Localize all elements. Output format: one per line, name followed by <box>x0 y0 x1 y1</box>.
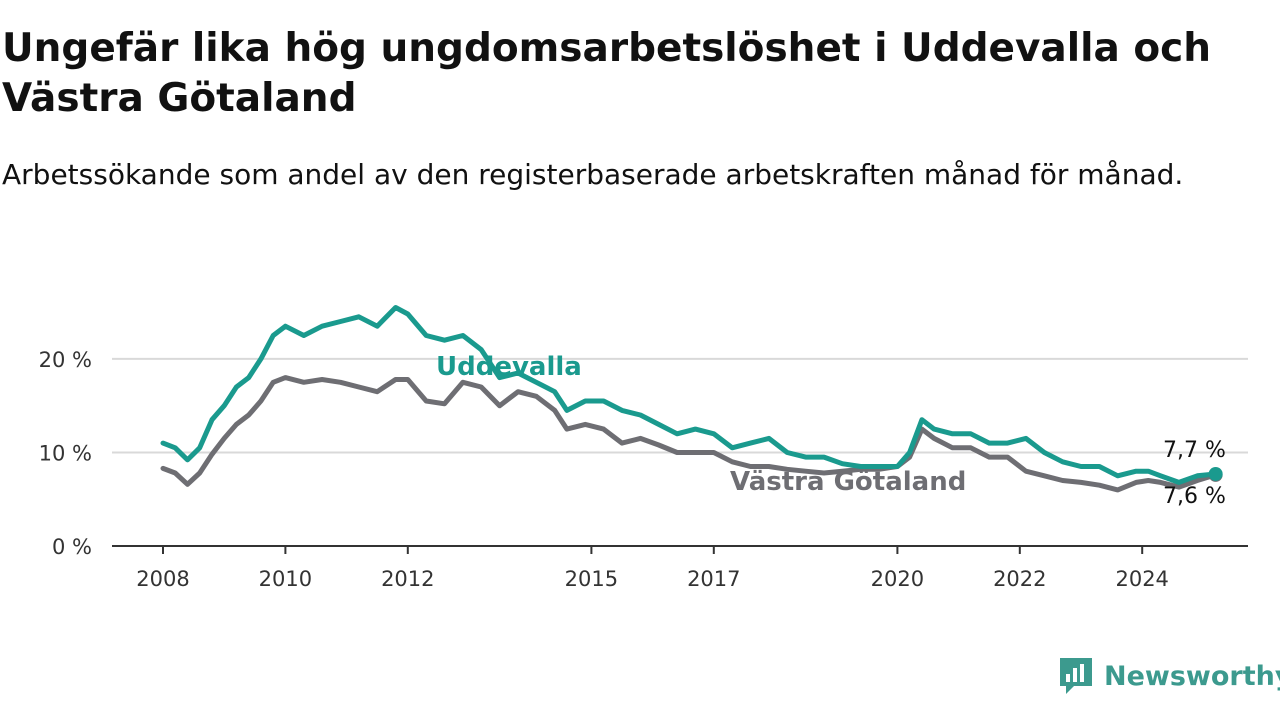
end-label-uddevalla: 7,7 % <box>1163 438 1226 463</box>
end-labels: 7,7 % 7,6 % <box>1163 438 1226 509</box>
series-lines <box>160 305 1219 493</box>
newsworthy-logo-icon <box>1060 658 1092 694</box>
x-tick-label: 2012 <box>381 567 434 591</box>
chart-title: Ungefär lika hög ungdomsarbetslöshet i U… <box>2 26 1212 121</box>
series-line-uddevalla <box>160 305 1219 485</box>
end-label-vastra-gotaland: 7,6 % <box>1163 484 1226 509</box>
x-tick-label: 2022 <box>993 567 1046 591</box>
x-tick-label: 2024 <box>1115 567 1168 591</box>
x-tick-label: 2015 <box>565 567 618 591</box>
series-label-uddevalla: Uddevalla <box>436 352 582 382</box>
end-markers <box>1208 466 1223 482</box>
series-line-vastra-gotaland <box>160 375 1219 493</box>
brand-logo: Newsworthy <box>1058 654 1280 698</box>
x-tick-label: 2008 <box>136 567 189 591</box>
end-point-uddevalla <box>1208 466 1223 481</box>
x-tick-label: 2020 <box>871 567 924 591</box>
x-tick-label: 2017 <box>687 567 740 591</box>
grid-lines <box>112 357 1248 454</box>
y-tick-label: 20 % <box>39 348 92 372</box>
series-labels: Uddevalla Västra Götaland <box>436 352 966 497</box>
x-tick-label: 2010 <box>259 567 312 591</box>
series-label-vastra-gotaland: Västra Götaland <box>730 467 966 497</box>
y-tick-labels: 0 % 10 % 20 % <box>39 348 92 559</box>
chart-subtitle: Arbetssökande som andel av den registerb… <box>2 158 1184 191</box>
x-axis: 2008 2010 2012 2015 2017 2020 2022 2024 <box>112 545 1248 591</box>
y-tick-label: 0 % <box>52 535 92 559</box>
brand-name: Newsworthy <box>1104 660 1280 692</box>
y-tick-label: 10 % <box>39 441 92 465</box>
